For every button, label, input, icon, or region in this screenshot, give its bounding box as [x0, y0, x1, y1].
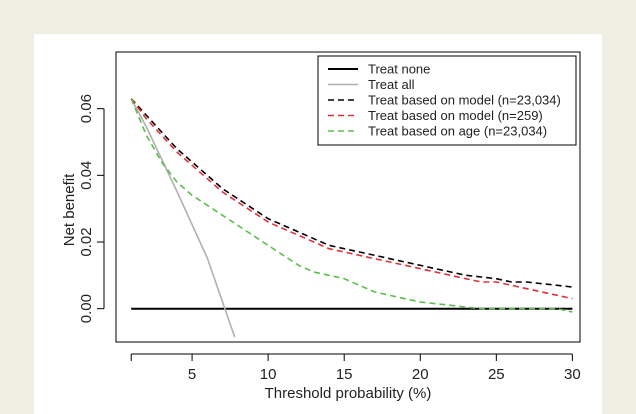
net-benefit-chart: 5 10 15 20 25 30 0.00 0.02 0.04 0.06 Threshold p…	[61, 51, 581, 402]
series-layer	[130, 98, 573, 338]
legend-label: Treat all	[368, 77, 415, 92]
y-axis-title: Net benefit	[61, 173, 78, 246]
x-tick-label: 25	[488, 366, 505, 383]
chart-panel: 5 10 15 20 25 30 0.00 0.02 0.04 0.06 Threshold p…	[34, 34, 602, 414]
x-tick-label: 5	[188, 366, 196, 383]
legend-label: Treat based on model (n=23,034)	[368, 93, 561, 108]
x-tick-label: 10	[260, 366, 277, 383]
series-line-3	[130, 98, 573, 288]
x-tick-label: 30	[564, 366, 581, 383]
x-axis: 5 10 15 20 25 30	[130, 353, 581, 383]
y-tick-label: 0.02	[78, 227, 95, 256]
legend-label: Treat none	[368, 62, 430, 77]
series-line-2	[130, 98, 236, 338]
y-axis: 0.00 0.02 0.04 0.06	[78, 94, 105, 323]
x-tick-label: 15	[336, 366, 353, 383]
plot-box	[115, 51, 581, 343]
legend-label: Treat based on model (n=259)	[368, 108, 543, 123]
series-line-5	[130, 98, 573, 313]
legend-box	[317, 55, 577, 146]
legend-label: Treat based on age (n=23,034)	[368, 124, 547, 139]
x-axis-title: Threshold probability (%)	[265, 385, 432, 402]
y-tick-label: 0.06	[78, 94, 95, 123]
y-tick-label: 0.00	[78, 294, 95, 323]
y-tick-label: 0.04	[78, 161, 95, 190]
series-line-4	[130, 98, 573, 300]
x-tick-label: 20	[412, 366, 429, 383]
